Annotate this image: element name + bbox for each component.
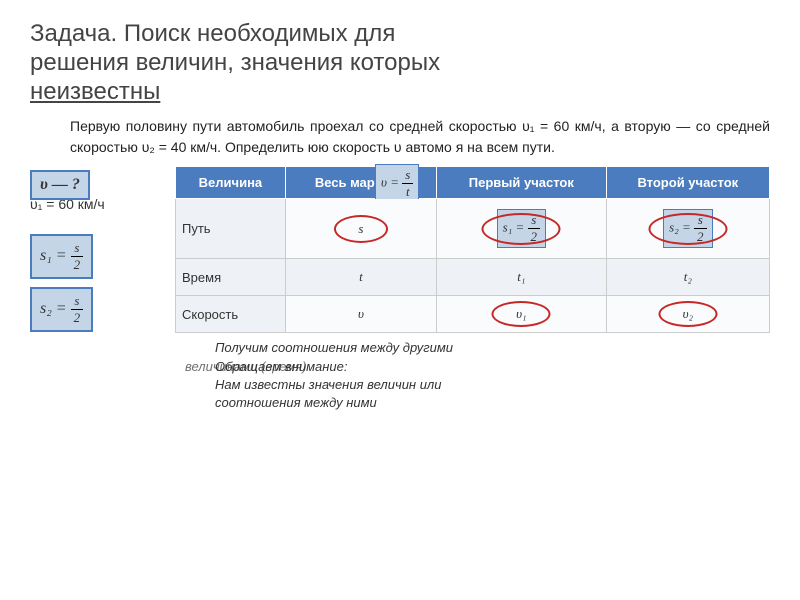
cell-s2: s₂ = s2: [606, 199, 769, 259]
s1-num: s: [71, 240, 84, 257]
notes: Получим соотношения между другими величи…: [175, 339, 770, 412]
th-2: Первый участок: [437, 167, 607, 199]
cell-t2: t₂: [606, 259, 769, 296]
c2-lhs: s₁ =: [503, 220, 525, 235]
data-table: Величина Весь маршрут Первый участок Вто…: [175, 166, 770, 333]
s2-box: s₂ = s2: [30, 287, 93, 332]
row-speed-label: Скорость: [176, 296, 286, 333]
val-t1: t₁: [517, 269, 525, 284]
problem-text: Первую половину пути автомобиль проехал …: [30, 116, 770, 158]
cell-v: υ: [285, 296, 436, 333]
c3-den: 2: [694, 229, 707, 245]
mid-formula-box: υ = st: [375, 164, 419, 203]
val-t: t: [359, 269, 363, 284]
c3-num: s: [694, 212, 707, 229]
th-3: Второй участок: [606, 167, 769, 199]
s2-den: 2: [71, 310, 84, 326]
mid-num: s: [402, 167, 413, 184]
val-s: s: [358, 221, 363, 236]
s1-den: 2: [71, 257, 84, 273]
s2-lhs: s₂ =: [40, 301, 67, 318]
val-t2: t₂: [684, 269, 692, 284]
row-path-label: Путь: [176, 199, 286, 259]
c2-den: 2: [528, 229, 541, 245]
note-line1a: Получим соотношения между другими: [215, 339, 770, 357]
title-line3: неизвестны: [30, 78, 160, 105]
s1-box: s₁ = s2: [30, 234, 93, 279]
note-line2: Нам известны значения величин или: [215, 376, 770, 394]
cell-t: t: [285, 259, 436, 296]
c2-num: s: [528, 212, 541, 229]
val-v2: υ₂: [683, 306, 694, 321]
title-line2: решения величин, значения которых: [30, 49, 440, 76]
s2-num: s: [71, 293, 84, 310]
note-line3: соотношения между ними: [215, 394, 770, 412]
row-time-label: Время: [176, 259, 286, 296]
cell-s: s: [285, 199, 436, 259]
cell-s1: s₁ = s2: [437, 199, 607, 259]
unknown-box: υ — ?: [30, 170, 90, 200]
cell-v1: υ₁: [437, 296, 607, 333]
note-overlap: величинами (время): [185, 358, 307, 376]
unknown-label: υ — ?: [40, 176, 80, 193]
slide-title: Задача. Поиск необходимых для решения ве…: [30, 20, 770, 106]
th-0: Величина: [176, 167, 286, 199]
title-line1: Задача. Поиск необходимых для: [30, 20, 395, 47]
s1-lhs: s₁ =: [40, 248, 67, 265]
cell-t1: t₁: [437, 259, 607, 296]
c3-lhs: s₂ =: [669, 220, 691, 235]
mid-lhs: υ =: [381, 175, 399, 190]
left-column: υ₁ = 60 км/ч s₁ = s2 s₂ = s2: [30, 166, 160, 412]
val-v: υ: [358, 306, 364, 321]
val-v1: υ₁: [516, 306, 527, 321]
cell-v2: υ₂: [606, 296, 769, 333]
